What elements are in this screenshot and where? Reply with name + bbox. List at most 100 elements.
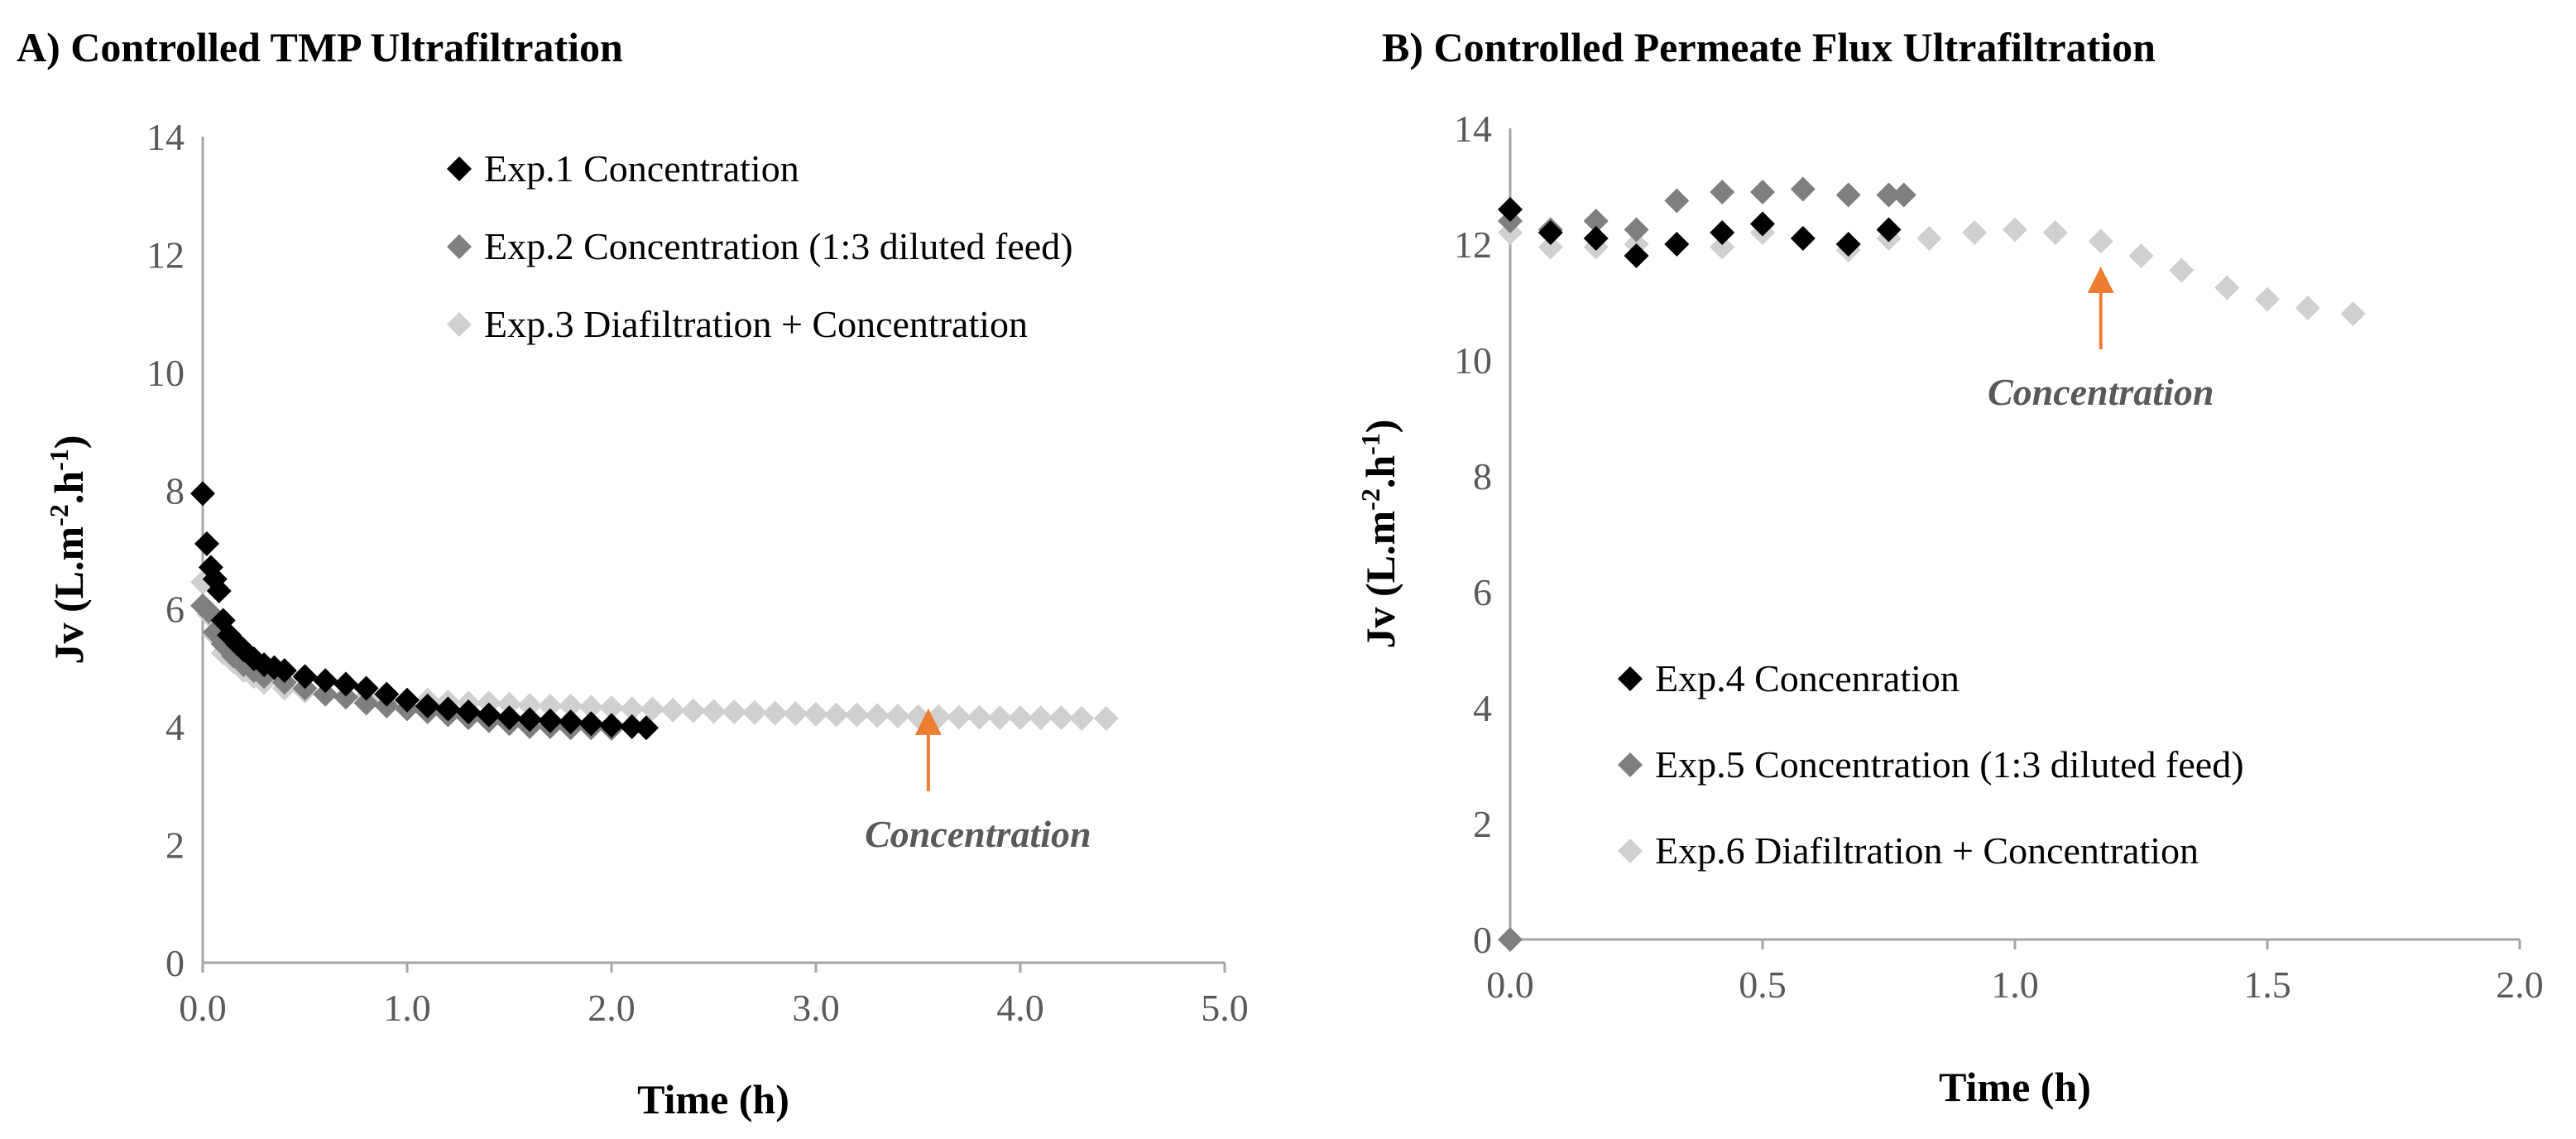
legend-label: Exp.3 Diafiltration + Concentration bbox=[484, 303, 1028, 345]
data-point bbox=[2128, 243, 2154, 268]
panel-b: B) Controlled Permeate Flux Ultrafiltrat… bbox=[1355, 24, 2544, 1110]
data-point bbox=[2042, 220, 2068, 245]
panel-a-x-axis-title: Time (h) bbox=[637, 1076, 789, 1122]
data-point bbox=[1664, 188, 1690, 214]
data-point bbox=[967, 704, 992, 730]
legend-marker bbox=[1618, 666, 1643, 691]
x-tick-label: 0.0 bbox=[179, 987, 227, 1029]
data-point bbox=[722, 699, 747, 725]
x-tick-label: 2.0 bbox=[2496, 964, 2544, 1006]
panel-b-annotation: Concentration bbox=[1988, 267, 2214, 413]
data-point bbox=[1835, 232, 1861, 257]
panel-b-title: B) Controlled Permeate Flux Ultrafiltrat… bbox=[1382, 24, 2156, 70]
legend-label: Exp.5 Concentration (1:3 diluted feed) bbox=[1655, 743, 2244, 786]
data-point bbox=[537, 708, 563, 733]
data-point bbox=[517, 693, 543, 718]
data-point bbox=[395, 687, 420, 713]
series-3 bbox=[190, 570, 1119, 731]
data-point bbox=[1048, 705, 1074, 731]
data-point bbox=[2214, 275, 2240, 300]
data-point bbox=[353, 675, 379, 701]
data-point bbox=[1710, 234, 1735, 260]
data-point bbox=[2169, 257, 2195, 283]
data-point bbox=[1876, 217, 1902, 243]
data-point bbox=[1790, 176, 1816, 202]
data-point bbox=[333, 685, 358, 710]
data-point bbox=[2340, 301, 2366, 326]
panel-a: A) Controlled TMP Ultrafiltration 0 2 4 6 8 1… bbox=[17, 24, 1249, 1122]
data-point bbox=[946, 704, 971, 730]
data-point bbox=[1750, 180, 1775, 204]
y-tick-label: 12 bbox=[1454, 223, 1492, 266]
y-tick-label: 8 bbox=[1473, 455, 1492, 497]
data-point bbox=[537, 693, 563, 718]
y-tick-label: 10 bbox=[146, 352, 185, 394]
legend-label: Exp.4 Concenration bbox=[1655, 657, 1960, 699]
data-point bbox=[1498, 927, 1523, 952]
panel-a-legend: Exp.1 Concentration Exp.2 Concentration (… bbox=[447, 147, 1073, 345]
data-point bbox=[599, 695, 624, 721]
panel-a-series bbox=[190, 481, 1119, 741]
data-point bbox=[741, 699, 767, 725]
panel-a-y-ticks: 0 2 4 6 8 10 12 14 bbox=[146, 116, 185, 984]
data-point bbox=[1498, 197, 1523, 222]
data-point bbox=[1835, 182, 1861, 208]
panel-b-annotation-label: Concentration bbox=[1988, 371, 2214, 413]
legend-marker bbox=[447, 312, 472, 337]
legend-marker bbox=[447, 156, 472, 181]
data-point bbox=[762, 700, 788, 726]
data-point bbox=[190, 481, 215, 507]
panel-a-y-axis-title: Jv (L.m-2.h-1) bbox=[44, 435, 92, 665]
data-point bbox=[1028, 705, 1053, 731]
panel-a-annotation-arrow-head bbox=[914, 708, 942, 735]
data-point bbox=[865, 703, 890, 728]
data-point bbox=[701, 699, 727, 724]
y-tick-label: 4 bbox=[1473, 687, 1492, 729]
y-tick-label: 4 bbox=[165, 706, 185, 748]
data-point bbox=[1750, 211, 1775, 237]
y-tick-label: 0 bbox=[1473, 919, 1492, 961]
y-tick-label: 2 bbox=[1473, 803, 1492, 845]
data-point bbox=[987, 705, 1013, 731]
legend-marker bbox=[1618, 752, 1643, 777]
data-point bbox=[1624, 217, 1649, 243]
panel-b-x-axis-title: Time (h) bbox=[1939, 1064, 2091, 1110]
data-point bbox=[496, 705, 522, 731]
legend-marker bbox=[1618, 839, 1643, 863]
data-point bbox=[313, 681, 338, 707]
data-point bbox=[1664, 232, 1690, 257]
data-point bbox=[1710, 180, 1735, 204]
x-tick-label: 4.0 bbox=[996, 987, 1044, 1029]
data-point bbox=[1069, 705, 1095, 731]
data-point bbox=[456, 699, 482, 725]
y-tick-label: 10 bbox=[1454, 339, 1492, 382]
legend-label: Exp.1 Concentration bbox=[484, 147, 799, 190]
x-tick-label: 1.5 bbox=[2243, 964, 2291, 1006]
legend-label: Exp.6 Diafiltration + Concentration bbox=[1655, 829, 2199, 872]
data-point bbox=[2255, 286, 2280, 312]
data-point bbox=[415, 693, 440, 718]
panel-b-x-tickmarks bbox=[1509, 940, 2521, 949]
y-tick-label: 2 bbox=[165, 824, 185, 866]
data-point bbox=[885, 704, 910, 729]
panel-b-y-axis-title: Jv (L.m-2.h-1) bbox=[1355, 420, 1403, 649]
data-point bbox=[804, 701, 828, 727]
data-point bbox=[476, 702, 501, 728]
panel-a-x-tickmarks bbox=[201, 963, 1226, 973]
data-point bbox=[1537, 234, 1563, 260]
x-tick-label: 1.0 bbox=[1991, 964, 2039, 1006]
y-tick-label: 6 bbox=[1473, 571, 1492, 613]
x-tick-label: 3.0 bbox=[792, 987, 840, 1029]
data-point bbox=[2088, 228, 2113, 254]
panel-b-series bbox=[1498, 176, 2366, 952]
y-tick-label: 8 bbox=[165, 470, 185, 512]
data-point bbox=[1093, 705, 1119, 731]
data-point bbox=[599, 713, 624, 738]
panel-a-annotation: Concentration bbox=[865, 708, 1091, 855]
data-point bbox=[578, 694, 604, 720]
data-point bbox=[194, 531, 219, 556]
x-tick-label: 0.5 bbox=[1739, 964, 1787, 1006]
y-tick-label: 14 bbox=[1454, 108, 1492, 150]
data-point bbox=[619, 714, 645, 739]
